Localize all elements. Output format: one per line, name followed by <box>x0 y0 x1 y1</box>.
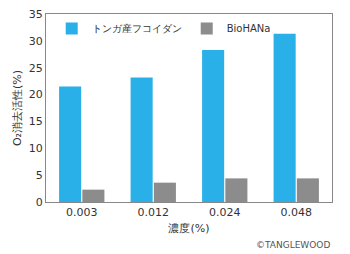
svg-text:BioHANa: BioHANa <box>227 23 271 34</box>
svg-text:トンガ産フコイダン: トンガ産フコイダン <box>92 23 182 34</box>
svg-text:0.048: 0.048 <box>281 206 313 219</box>
svg-text:0.024: 0.024 <box>209 206 241 219</box>
svg-text:0: 0 <box>36 196 43 209</box>
svg-text:10: 10 <box>29 142 43 155</box>
svg-text:O₂消去活性(%): O₂消去活性(%) <box>11 70 24 146</box>
svg-text:©TANGLEWOOD: ©TANGLEWOOD <box>256 240 330 250</box>
svg-text:20: 20 <box>29 88 43 101</box>
svg-text:30: 30 <box>29 35 43 48</box>
svg-text:濃度(%): 濃度(%) <box>168 222 209 235</box>
svg-text:5: 5 <box>36 169 43 182</box>
svg-text:0.003: 0.003 <box>66 206 98 219</box>
svg-text:35: 35 <box>29 8 43 21</box>
svg-text:25: 25 <box>29 62 43 75</box>
svg-text:15: 15 <box>29 115 43 128</box>
svg-text:0.012: 0.012 <box>138 206 170 219</box>
